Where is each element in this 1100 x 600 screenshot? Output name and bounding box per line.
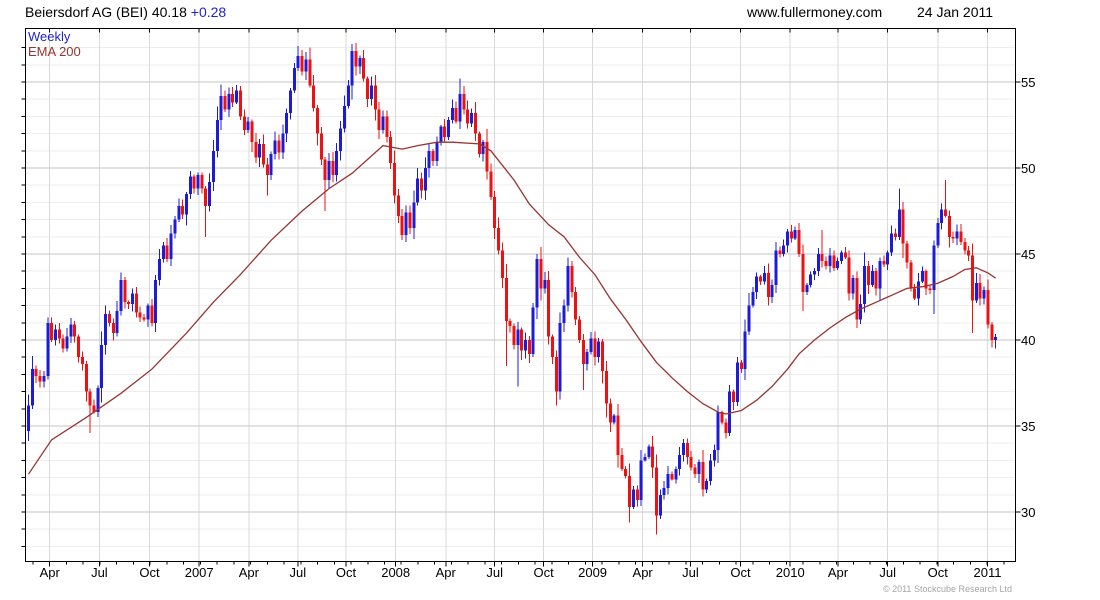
- y-axis-label-30: 30: [1021, 505, 1036, 520]
- x-axis-label-8-Apr: Apr: [435, 565, 456, 580]
- x-axis-label-17-Jul: Jul: [879, 565, 897, 580]
- x-axis-label-3-2007: 2007: [184, 565, 214, 580]
- x-axis-label-12-Apr: Apr: [632, 565, 653, 580]
- x-axis-label-4-Apr: Apr: [238, 565, 259, 580]
- y-axis-label-40: 40: [1021, 333, 1036, 348]
- x-axis-label-11-2009: 2009: [578, 565, 608, 580]
- x-axis-label-9-Jul: Jul: [486, 565, 504, 580]
- y-axis-label-45: 45: [1021, 247, 1036, 262]
- x-axis-label-6-Oct: Oct: [335, 565, 357, 580]
- y-axis-label-50: 50: [1021, 161, 1036, 176]
- x-axis-label-13-Jul: Jul: [682, 565, 699, 580]
- copyright-notice: © 2011 Stockcube Research Ltd: [882, 584, 1012, 594]
- ema-legend-label: EMA 200: [28, 44, 81, 59]
- x-axis-label-7-2008: 2008: [381, 565, 411, 580]
- instrument-name: Beiersdorf AG (BEI): [25, 4, 148, 20]
- x-axis-label-15-2010: 2010: [775, 565, 805, 580]
- x-axis-label-1-Jul: Jul: [91, 565, 108, 580]
- chart-title: Beiersdorf AG (BEI) 40.18 +0.28: [25, 4, 226, 20]
- x-axis-label-10-Oct: Oct: [533, 565, 554, 580]
- y-axis-label-35: 35: [1021, 419, 1036, 434]
- x-axis-label-5-Jul: Jul: [289, 565, 307, 580]
- x-axis-label-19-2011: 2011: [973, 565, 1002, 580]
- x-axis-label-18-Oct: Oct: [927, 565, 948, 580]
- x-axis-label-2-Oct: Oct: [139, 565, 160, 580]
- x-axis-label-14-Oct: Oct: [730, 565, 751, 580]
- series-interval-label: Weekly: [28, 29, 71, 44]
- last-price: 40.18: [151, 4, 187, 20]
- chart-date: 24 Jan 2011: [917, 4, 994, 20]
- x-axis-label-16-Apr: Apr: [827, 565, 849, 580]
- price-change: +0.28: [190, 4, 227, 20]
- site-url: www.fullermoney.com: [747, 4, 883, 20]
- chart-legend: Weekly EMA 200: [28, 29, 81, 59]
- y-axis-label-55: 55: [1021, 75, 1036, 90]
- x-axis-label-0-Apr: Apr: [39, 565, 60, 580]
